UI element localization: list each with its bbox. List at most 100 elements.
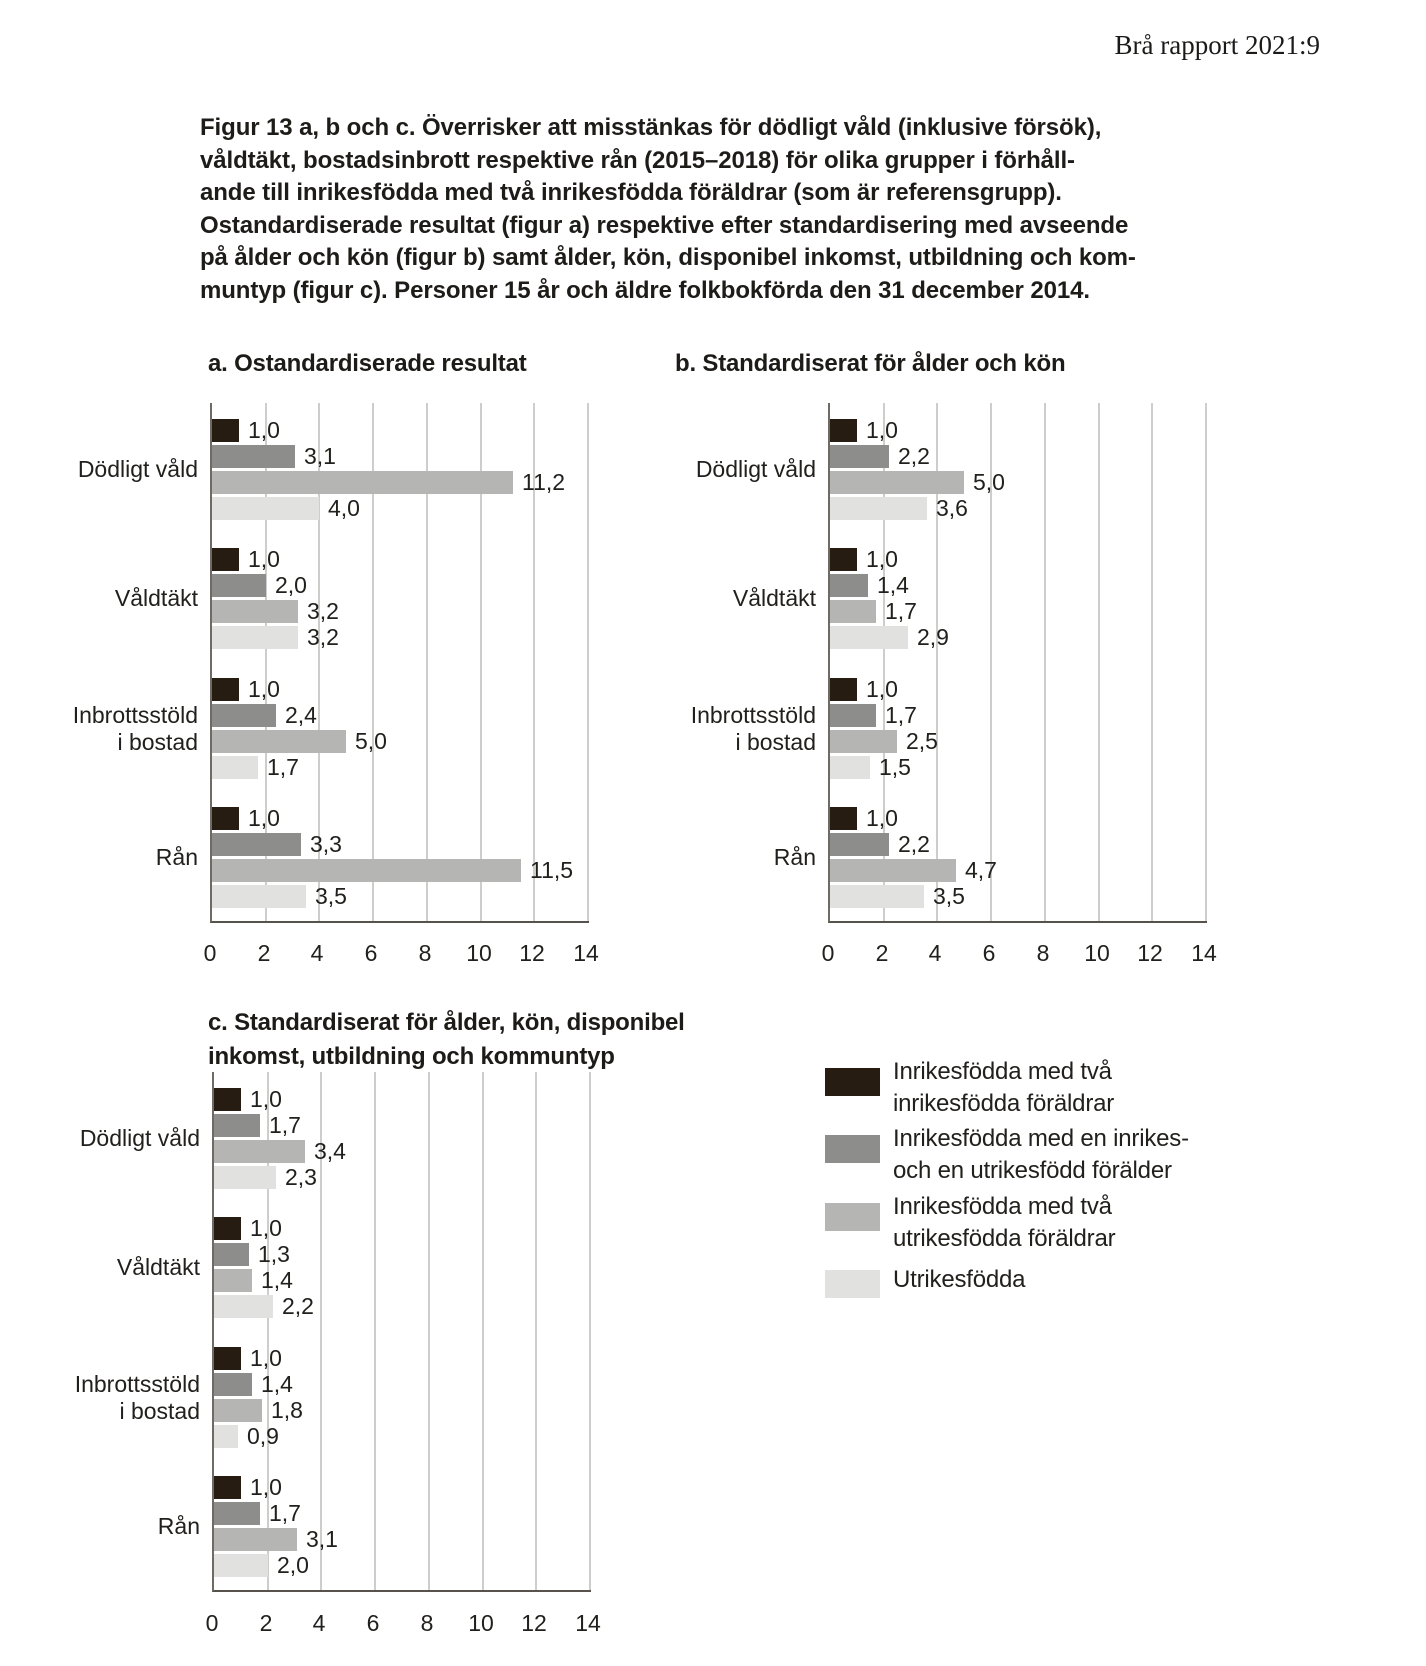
category-label: Våldtäkt [0,548,198,649]
bar-value-label: 1,0 [866,417,898,443]
bar-value-label: 1,3 [258,1241,290,1267]
x-tick-label: 12 [519,940,545,966]
bar-value-label: 1,7 [885,702,917,728]
bar [212,885,306,908]
chart-c-x-axis: 0 2 4 6 8 10 12 14 [206,1610,601,1640]
chart-b-title: b. Standardiserat för ålder och kön [675,350,1066,377]
bar-value-label: 1,4 [261,1267,293,1293]
bar-value-label: 1,7 [885,598,917,624]
bar-value-label: 1,0 [248,417,280,443]
bar [830,859,956,882]
chart-b-x-axis: 0 2 4 6 8 10 12 14 [822,940,1217,970]
bar-value-label: 3,1 [304,443,336,469]
bar [830,497,927,520]
category-label: Våldtäkt [2,1217,200,1318]
bar [212,600,298,623]
gridline [533,403,535,921]
bar-value-label: 1,7 [269,1112,301,1138]
bar [212,497,319,520]
x-tick-label: 0 [821,940,835,966]
bar-value-label: 3,3 [310,831,342,857]
x-tick-label: 14 [575,1610,601,1636]
gridline [265,403,267,921]
gridline [535,1072,537,1590]
category-label: Inbrottsstöld i bostad [2,1347,200,1448]
category-label: Dödligt våld [618,419,816,520]
legend-swatch-light-gray [825,1270,880,1298]
bar-value-label: 3,2 [307,624,339,650]
figure-caption: Figur 13 a, b och c. Överrisker att miss… [200,112,1136,308]
gridline [267,1072,269,1590]
legend-swatch-mid-gray [825,1203,880,1231]
bar-value-label: 5,0 [973,469,1005,495]
category-label: Dödligt våld [0,419,198,520]
chart-c-plot-area: 1,0 1,7 3,4 2,3 1,0 1,3 1,4 2,2 1,0 1,4 1,8 0,9 1,0 1… [212,1072,591,1592]
legend-swatch-black [825,1068,880,1096]
bar-value-label: 1,0 [866,676,898,702]
bar [212,419,239,442]
bar-value-label: 3,6 [936,495,968,521]
caption-line: Ostandardiserade resultat (figur a) resp… [200,211,1129,239]
bar [830,548,857,571]
bar-value-label: 2,2 [282,1293,314,1319]
gridline [318,403,320,921]
bar [830,445,889,468]
category-label-line: i bostad [117,728,198,755]
bar [214,1502,260,1525]
bar-value-label: 1,0 [248,805,280,831]
bar-value-label: 3,1 [306,1526,338,1552]
bar-value-label: 3,5 [933,883,965,909]
bar [214,1425,238,1448]
bar-value-label: 1,0 [248,546,280,572]
caption-line: våldtäkt, bostadsinbrott respektive rån … [200,146,1075,174]
gridline [1205,403,1207,921]
bar [830,704,876,727]
legend-item: Inrikesfödda med en inrikes- och en utri… [825,1123,1189,1186]
bar [214,1528,297,1551]
category-label-line: Inbrottsstöld [72,701,198,728]
chart-a-plot-area: 1,0 3,1 11,2 4,0 1,0 2,0 3,2 3,2 1,0 2,4 5,0 1,7 1,0… [210,403,589,923]
bar-value-label: 1,0 [866,546,898,572]
x-tick-label: 2 [257,940,271,966]
chart-c-category-axis: Dödligt våld Våldtäkt Inbrottsstöld i bosta… [2,1072,200,1590]
bar-value-label: 4,7 [965,857,997,883]
bar-value-label: 2,0 [277,1552,309,1578]
chart-c-title: c. Standardiserat för ålder, kön, dispon… [208,1006,685,1074]
bar [830,807,857,830]
bar-value-label: 1,7 [267,754,299,780]
x-tick-label: 8 [1036,940,1050,966]
x-tick-label: 4 [312,1610,326,1636]
bar-value-label: 1,4 [877,572,909,598]
bar-value-label: 0,9 [247,1423,279,1449]
legend-label: Utrikesfödda [893,1266,1026,1293]
bar [212,833,301,856]
x-tick-label: 8 [418,940,432,966]
bar [214,1114,260,1137]
x-tick-label: 4 [928,940,942,966]
chart-b-plot-area: 1,0 2,2 5,0 3,6 1,0 1,4 1,7 2,9 1,0 1,7 2,5 1,5 1,0 2… [828,403,1207,923]
legend-swatch-dark-gray [825,1135,880,1163]
chart-a-category-axis: Dödligt våld Våldtäkt Inbrottsstöld i bosta… [0,403,198,921]
x-tick-label: 10 [468,1610,494,1636]
category-label-line: Rån [155,844,198,870]
chart-c-title-line: inkomst, utbildning och kommuntyp [208,1043,615,1070]
bar [830,419,857,442]
bar-value-label: 2,2 [898,443,930,469]
bar [212,730,346,753]
bar [830,833,889,856]
category-label: Våldtäkt [618,548,816,649]
bar-value-label: 1,0 [866,805,898,831]
bar-value-label: 2,5 [906,728,938,754]
x-tick-label: 0 [203,940,217,966]
bar-value-label: 2,2 [898,831,930,857]
bar-value-label: 5,0 [355,728,387,754]
bar [212,859,521,882]
x-tick-label: 10 [466,940,492,966]
bar [830,471,964,494]
category-label-line: Dödligt våld [695,456,816,482]
x-tick-label: 4 [310,940,324,966]
bar-value-label: 1,5 [879,754,911,780]
bar [214,1476,241,1499]
bar [212,626,298,649]
bar-value-label: 3,4 [314,1138,346,1164]
